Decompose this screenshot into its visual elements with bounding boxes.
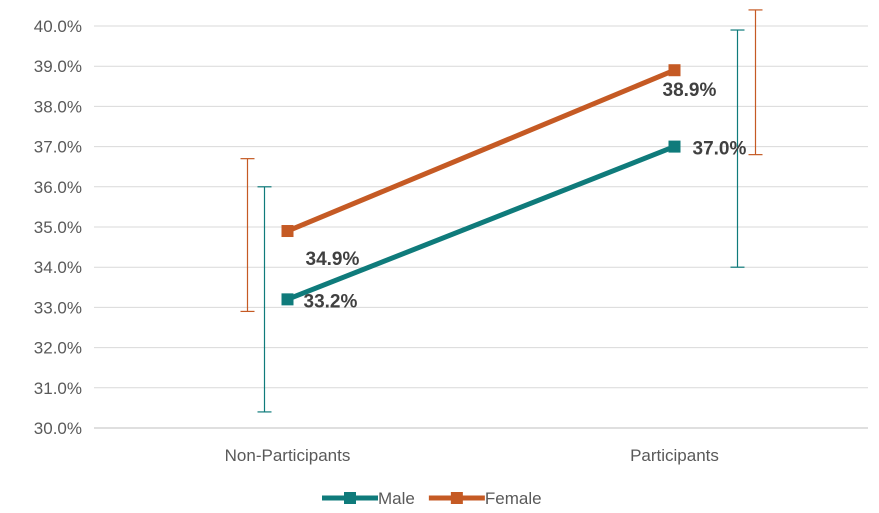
- y-tick-label: 31.0%: [34, 379, 82, 398]
- y-tick-label: 35.0%: [34, 218, 82, 237]
- legend-entry-male: Male: [322, 489, 415, 508]
- y-tick-label: 32.0%: [34, 339, 82, 358]
- data-point: [281, 225, 294, 238]
- data-label: 33.2%: [304, 291, 358, 312]
- legend: Male Female: [322, 489, 542, 508]
- data-label: 38.9%: [663, 80, 717, 101]
- error-bar: [748, 9, 763, 156]
- data-point: [668, 64, 681, 77]
- y-tick-label: 39.0%: [34, 57, 82, 76]
- data-label: 34.9%: [306, 249, 360, 270]
- y-tick-label: 34.0%: [34, 258, 82, 277]
- y-tick-label: 38.0%: [34, 97, 82, 116]
- error-bars: [240, 9, 763, 413]
- x-tick-label: Participants: [630, 446, 719, 465]
- error-bar: [240, 158, 255, 313]
- y-tick-label: 33.0%: [34, 298, 82, 317]
- y-tick-label: 36.0%: [34, 178, 82, 197]
- x-tick-label: Non-Participants: [225, 446, 351, 465]
- legend-entry-female: Female: [428, 489, 542, 508]
- error-bar: [730, 29, 745, 268]
- error-bar: [257, 186, 272, 413]
- data-point: [281, 293, 294, 306]
- data-point: [668, 140, 681, 153]
- data-labels: 33.2% 37.0% 34.9% 38.9%: [304, 80, 747, 312]
- y-axis: 30.0% 31.0% 32.0% 33.0% 34.0% 35.0% 36.0% 37.0%…: [34, 17, 82, 438]
- x-axis: Non-Participants Participants: [225, 446, 719, 465]
- gridlines: [94, 25, 868, 429]
- series-line-male: [286, 144, 676, 302]
- series-line-female: [286, 67, 676, 234]
- y-tick-label: 40.0%: [34, 17, 82, 36]
- legend-label: Female: [485, 489, 542, 508]
- data-label: 37.0%: [693, 139, 747, 160]
- y-tick-label: 30.0%: [34, 419, 82, 438]
- legend-label: Male: [378, 489, 415, 508]
- y-tick-label: 37.0%: [34, 138, 82, 157]
- series-lines: [281, 64, 681, 306]
